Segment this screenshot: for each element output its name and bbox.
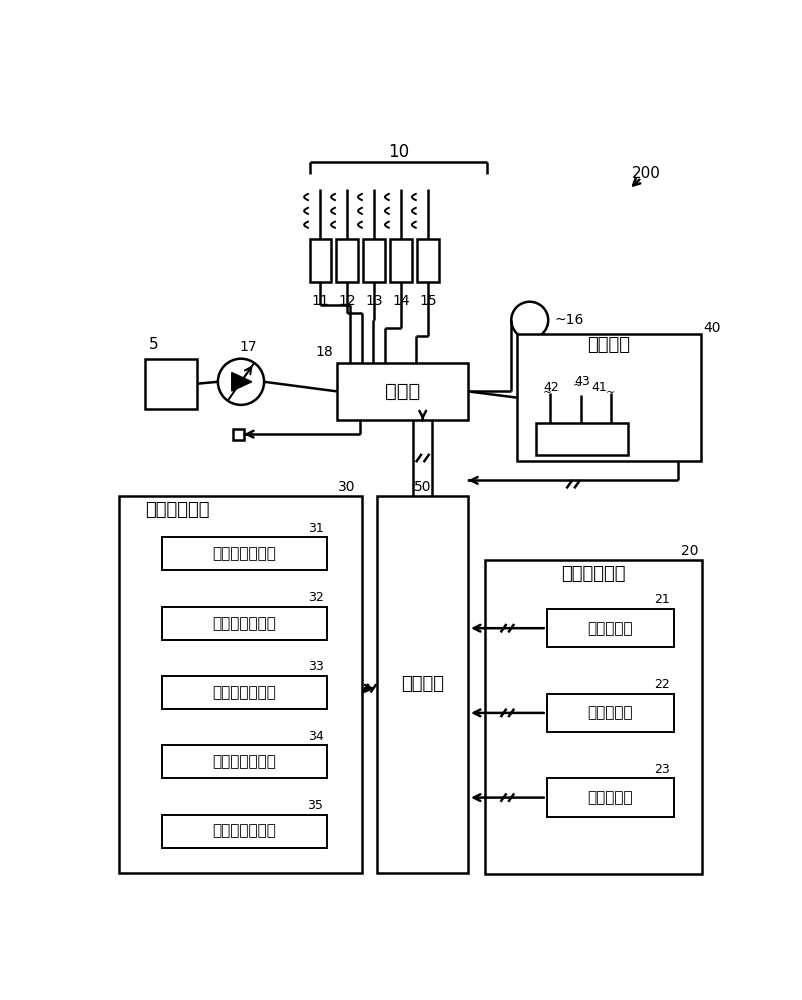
Bar — [417, 239, 439, 282]
Polygon shape — [232, 373, 252, 391]
Text: 12: 12 — [338, 294, 355, 308]
Text: 侧倾角度检测器: 侧倾角度检测器 — [213, 754, 276, 769]
Text: 21: 21 — [654, 593, 669, 606]
Text: 22: 22 — [654, 678, 669, 691]
Text: ~16: ~16 — [553, 313, 583, 327]
Bar — [390, 239, 411, 282]
Text: 姿势运算器: 姿势运算器 — [586, 705, 632, 720]
Bar — [337, 363, 468, 420]
Text: 位置运算装置: 位置运算装置 — [561, 565, 625, 583]
Text: ~: ~ — [542, 388, 552, 398]
Bar — [484, 560, 701, 874]
Text: 23: 23 — [654, 763, 669, 776]
Text: 阀装置: 阀装置 — [385, 382, 419, 401]
Text: 控制装置: 控制装置 — [401, 675, 444, 693]
Bar — [144, 359, 196, 409]
Text: 43: 43 — [573, 375, 589, 388]
Bar — [516, 334, 701, 461]
Bar — [119, 496, 362, 873]
Bar — [233, 429, 244, 440]
Text: 11: 11 — [311, 294, 329, 308]
Text: 操作装置: 操作装置 — [587, 336, 630, 354]
Text: 方位运算器: 方位运算器 — [586, 790, 632, 805]
Text: 14: 14 — [392, 294, 410, 308]
Text: ~: ~ — [606, 388, 614, 398]
Text: ~: ~ — [572, 381, 581, 391]
Bar — [546, 778, 673, 817]
Text: 13: 13 — [365, 294, 383, 308]
Text: 15: 15 — [419, 294, 436, 308]
Text: 41: 41 — [590, 381, 606, 394]
Bar — [161, 676, 327, 709]
Bar — [161, 815, 327, 848]
Text: 40: 40 — [703, 321, 720, 335]
Bar — [546, 694, 673, 732]
Text: 斗杆角度检测器: 斗杆角度检测器 — [213, 616, 276, 631]
Bar — [535, 423, 627, 455]
Text: 200: 200 — [631, 166, 660, 181]
Text: 50: 50 — [414, 480, 431, 494]
Bar — [363, 239, 384, 282]
Text: 33: 33 — [307, 660, 323, 673]
Text: 角度检测装置: 角度检测装置 — [144, 501, 209, 519]
Text: 5: 5 — [148, 337, 158, 352]
Text: 动臂角度检测器: 动臂角度检测器 — [213, 546, 276, 561]
Text: 35: 35 — [307, 799, 323, 812]
Bar — [161, 607, 327, 640]
Bar — [546, 609, 673, 647]
Text: 17: 17 — [240, 340, 257, 354]
Text: 18: 18 — [315, 345, 333, 359]
Text: 铲斗角度检测器: 铲斗角度检测器 — [213, 685, 276, 700]
Text: 位置运算器: 位置运算器 — [586, 621, 632, 636]
Text: 旋动角度检测器: 旋动角度检测器 — [213, 824, 276, 839]
Bar — [309, 239, 330, 282]
Text: 31: 31 — [307, 522, 323, 535]
Bar — [377, 496, 468, 873]
Bar — [161, 745, 327, 778]
Text: 34: 34 — [307, 730, 323, 742]
Text: 10: 10 — [388, 143, 409, 161]
Bar — [336, 239, 358, 282]
Text: 42: 42 — [543, 381, 559, 394]
Bar — [161, 537, 327, 570]
Text: 20: 20 — [680, 544, 698, 558]
Text: 30: 30 — [338, 480, 355, 494]
Text: 32: 32 — [307, 591, 323, 604]
